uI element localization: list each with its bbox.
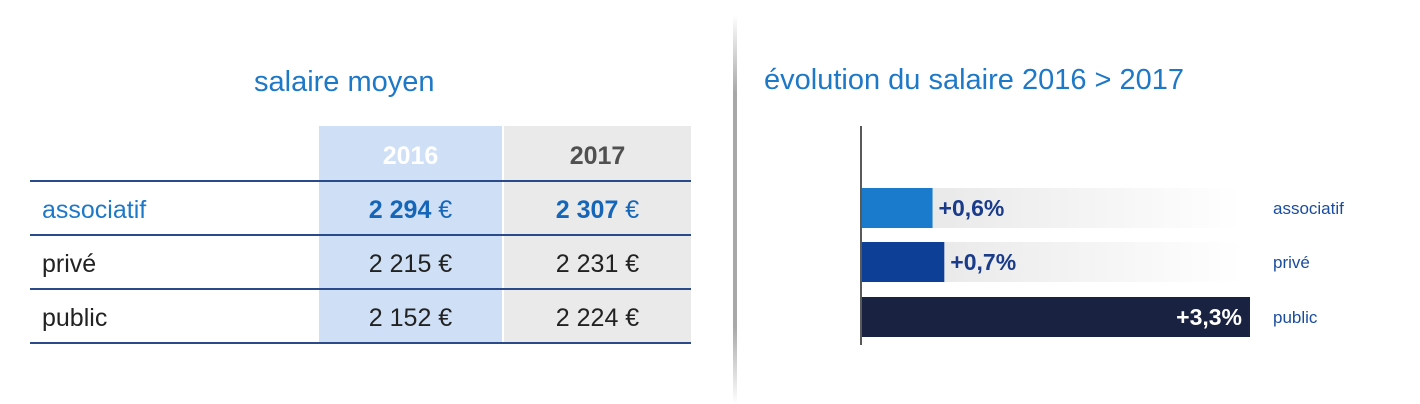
bar-public [862,297,1250,337]
column-header-2016: 2016 [382,142,439,170]
bar-value-label: +0,6% [939,195,1005,221]
panel-divider [733,15,737,404]
row-label: associatif [42,196,147,224]
table-row: public 2 152 € 2 224 € [30,290,691,344]
chart-title: évolution du salaire 2016 > 2017 [764,64,1185,96]
table-title: salaire moyen [254,66,435,98]
category-label: public [1273,308,1318,327]
value-2017: 2 307 € [555,196,640,224]
table-rule [30,288,691,290]
column-header-2017: 2017 [569,142,626,170]
value-2017: 2 224 € [555,304,640,332]
bar-associatif [862,188,933,228]
salary-table: 2016 2017 associatif 2 294 € 2 307 € pri… [30,126,691,344]
bar-value-label: +0,7% [950,249,1016,275]
row-label: public [42,304,108,332]
bar-prive [862,242,945,282]
table-row: associatif 2 294 € 2 307 € [30,182,691,236]
value-2016: 2 152 € [368,304,453,332]
category-label: associatif [1273,199,1344,218]
row-label: privé [42,250,97,278]
bar-value-label: +3,3% [1176,304,1242,330]
value-2016: 2 215 € [368,250,453,278]
table-row: privé 2 215 € 2 231 € [30,236,691,290]
value-2016: 2 294 € [368,196,453,224]
category-label: privé [1273,253,1310,272]
table-rule [30,342,691,344]
value-2017: 2 231 € [555,250,640,278]
table-rule [30,180,691,182]
table-rule [30,234,691,236]
